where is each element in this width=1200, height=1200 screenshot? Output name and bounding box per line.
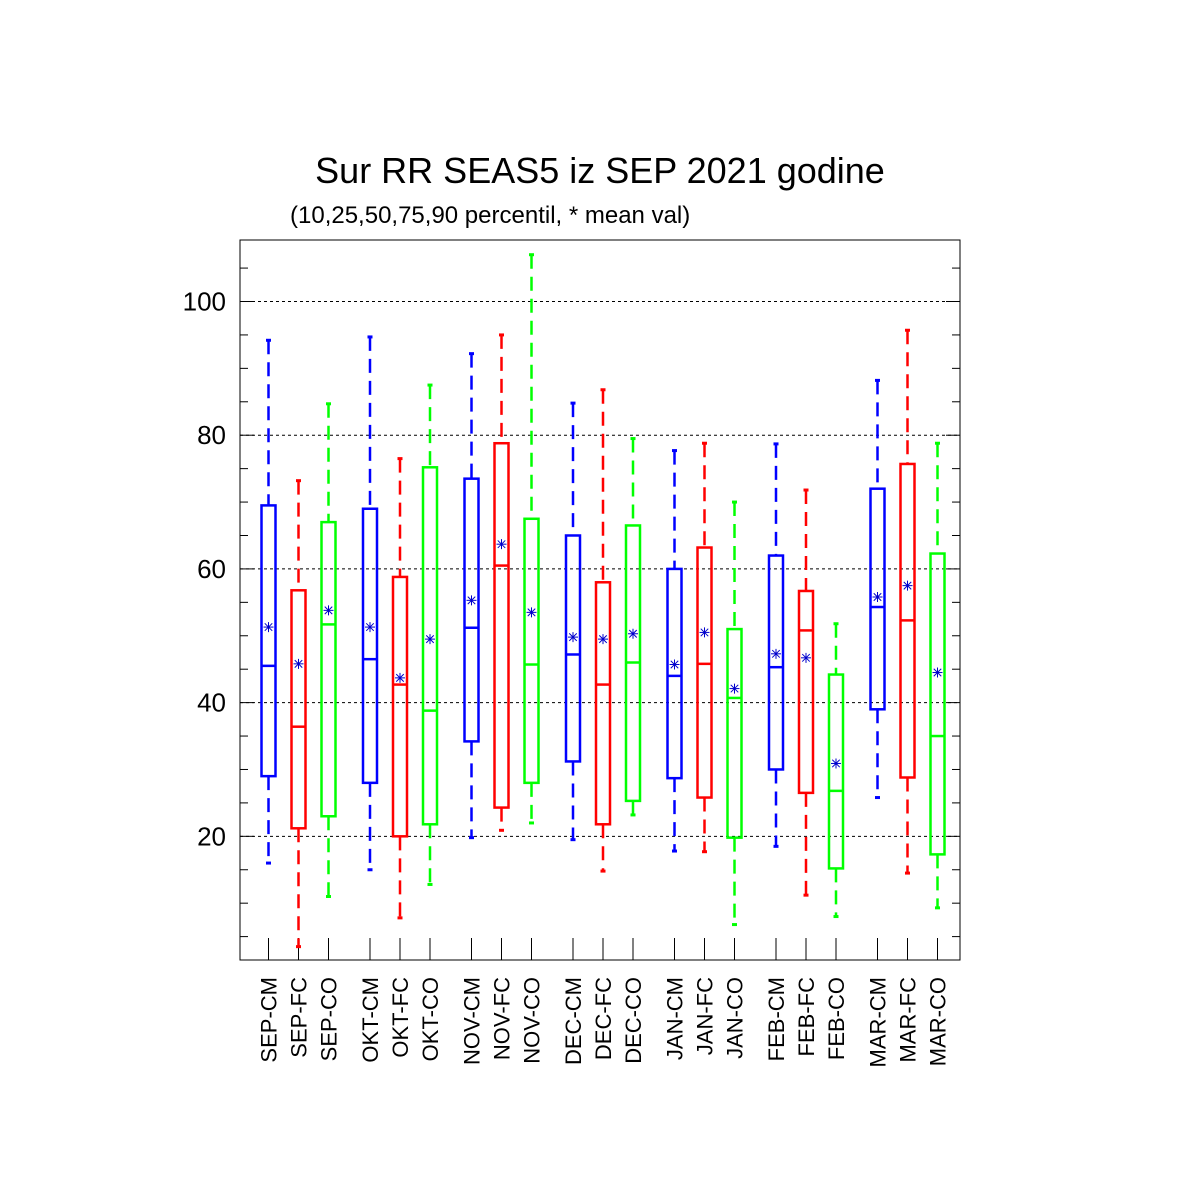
x-tick-label: JAN-CO	[723, 977, 748, 1059]
mean-marker	[365, 622, 375, 633]
mean-marker	[263, 622, 274, 633]
mean-marker-stroke	[670, 660, 679, 669]
mean-marker	[496, 539, 507, 550]
grid-lines	[240, 301, 960, 837]
mean-marker	[902, 580, 913, 591]
box-iqr	[320, 520, 337, 818]
x-tick-label: DEC-CO	[621, 977, 646, 1064]
mean-marker-stroke	[294, 659, 303, 668]
box-iqr	[493, 441, 510, 809]
box-iqr	[666, 567, 683, 780]
mean-marker	[699, 627, 710, 638]
mean-marker-stroke	[425, 635, 435, 644]
plot-frame	[239, 239, 961, 961]
mean-marker-stroke	[568, 632, 578, 642]
mean-marker	[598, 634, 608, 645]
y-tick-label: 60	[197, 554, 226, 584]
chart-subtitle: (10,25,50,75,90 percentil, * mean val)	[290, 202, 691, 229]
box-iqr	[290, 589, 307, 830]
box-iqr	[869, 487, 886, 711]
mean-marker-stroke	[730, 684, 739, 693]
x-tick-label: SEP-CM	[257, 977, 282, 1063]
x-tick-label: OKT-CM	[358, 977, 383, 1063]
x-tick-label: OKT-FC	[388, 977, 413, 1058]
y-tick-label: 20	[197, 821, 226, 851]
box-iqr	[726, 627, 743, 839]
box-iqr	[260, 504, 277, 778]
box-iqr	[797, 589, 815, 795]
mean-marker-stroke	[933, 668, 942, 677]
mean-marker-stroke	[527, 608, 536, 617]
mean-marker	[466, 595, 477, 606]
box-iqr	[767, 554, 785, 771]
mean-marker	[771, 648, 781, 659]
x-tick-label: MAR-FC	[896, 977, 921, 1063]
mean-marker	[568, 632, 578, 643]
x-tick-label: NOV-CO	[520, 977, 545, 1064]
x-tick-label: MAR-CM	[866, 977, 891, 1067]
mean-marker-stroke	[264, 622, 273, 632]
mean-marker-stroke	[801, 653, 811, 662]
y-tick-label: 40	[197, 688, 226, 718]
y-tick-labels: 20 40 60 80 100	[183, 287, 226, 852]
mean-marker-stroke	[628, 629, 638, 638]
x-tick-label: DEC-FC	[591, 977, 616, 1060]
x-tick-label: SEP-FC	[287, 977, 312, 1058]
mean-marker	[293, 658, 304, 669]
mean-marker-stroke	[771, 649, 781, 658]
x-tick-label: OKT-CO	[418, 977, 443, 1061]
chart-title: Sur RR SEAS5 iz SEP 2021 godine	[315, 150, 885, 191]
mean-marker	[628, 628, 638, 639]
box-iqr	[929, 552, 946, 856]
box-iqr	[594, 581, 612, 826]
mean-marker-stroke	[873, 592, 882, 602]
mean-marker	[323, 605, 334, 616]
mean-marker-stroke	[324, 606, 333, 615]
mean-marker-stroke	[365, 622, 375, 632]
mean-marker-stroke	[395, 673, 405, 682]
mean-marker	[872, 591, 883, 602]
x-tick-label: MAR-CO	[926, 977, 951, 1066]
box-iqr	[564, 534, 582, 763]
box-iqr	[361, 507, 379, 785]
mean-marker	[729, 683, 740, 694]
box-iqr	[827, 673, 845, 870]
x-tick-label: NOV-CM	[460, 977, 485, 1065]
boxes	[260, 253, 946, 960]
y-tick-label: 80	[197, 420, 226, 450]
box-iqr	[391, 575, 409, 838]
box-iqr	[523, 517, 540, 785]
box-iqr	[696, 546, 713, 799]
mean-marker-stroke	[831, 759, 841, 768]
y-tick-label: 100	[183, 287, 226, 317]
x-tick-label: FEB-CO	[824, 977, 849, 1060]
mean-marker	[932, 667, 943, 678]
mean-marker	[395, 672, 405, 683]
minor-ticks	[240, 267, 960, 938]
mean-marker	[526, 607, 537, 618]
box-iqr	[421, 466, 439, 826]
mean-marker	[425, 634, 435, 645]
x-tick-label: NOV-FC	[490, 977, 515, 1060]
mean-marker	[801, 652, 811, 663]
x-tick-label: FEB-FC	[794, 977, 819, 1057]
mean-marker	[669, 659, 680, 670]
mean-marker-stroke	[700, 628, 709, 637]
mean-marker-stroke	[598, 635, 608, 644]
x-tick-label: JAN-FC	[693, 977, 718, 1055]
x-tick-labels: SEP-CM SEP-FC SEP-CO OKT-CM OKT-FC OKT-CO NOV-…	[257, 977, 951, 1068]
x-tick-label: JAN-CM	[663, 977, 688, 1060]
mean-marker-stroke	[903, 581, 912, 590]
x-tick-label: FEB-CM	[764, 977, 789, 1061]
x-tick-label: DEC-CM	[561, 977, 586, 1065]
box-iqr	[463, 477, 480, 743]
mean-marker-stroke	[497, 540, 506, 549]
x-tick-label: SEP-CO	[317, 977, 342, 1061]
mean-marker	[831, 758, 841, 769]
mean-marker-stroke	[467, 596, 476, 605]
